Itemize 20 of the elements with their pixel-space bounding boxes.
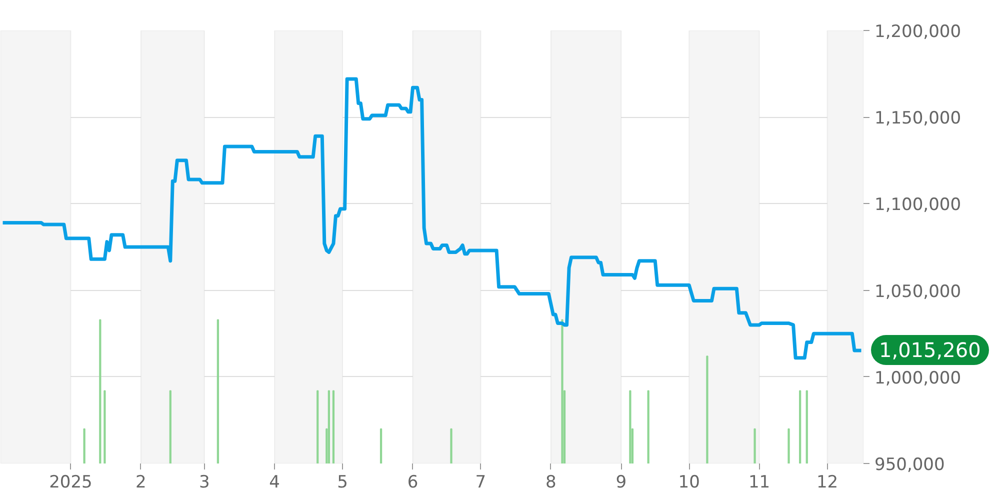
x-tick-label: 10	[678, 472, 700, 492]
x-tick-label: 2025	[49, 472, 92, 492]
x-tick-label: 3	[198, 472, 210, 492]
y-tick-label: 1,100,000	[874, 195, 962, 216]
x-tick-label: 9	[616, 472, 627, 492]
y-tick-label: 1,000,000	[874, 368, 962, 388]
y-tick-label: 1,150,000	[874, 108, 962, 129]
annotation: 1,015,260	[879, 337, 981, 364]
x-tick-label: 2	[136, 472, 146, 492]
line-series	[1, 77, 863, 360]
x-tick-label: 12	[816, 472, 838, 492]
y-tick-label: 1,050,000	[874, 282, 962, 302]
x-tick-label: 7	[475, 472, 486, 492]
x-tick-label: 6	[407, 472, 418, 492]
x-tick-label: 11	[748, 472, 770, 492]
y-tick-label: 950,000	[874, 455, 945, 475]
x-tick-label: 5	[337, 472, 348, 492]
x-tick-label: 4	[269, 472, 280, 492]
y-tick-label: 1,200,000	[874, 22, 962, 42]
x-tick-label: 8	[546, 472, 556, 492]
